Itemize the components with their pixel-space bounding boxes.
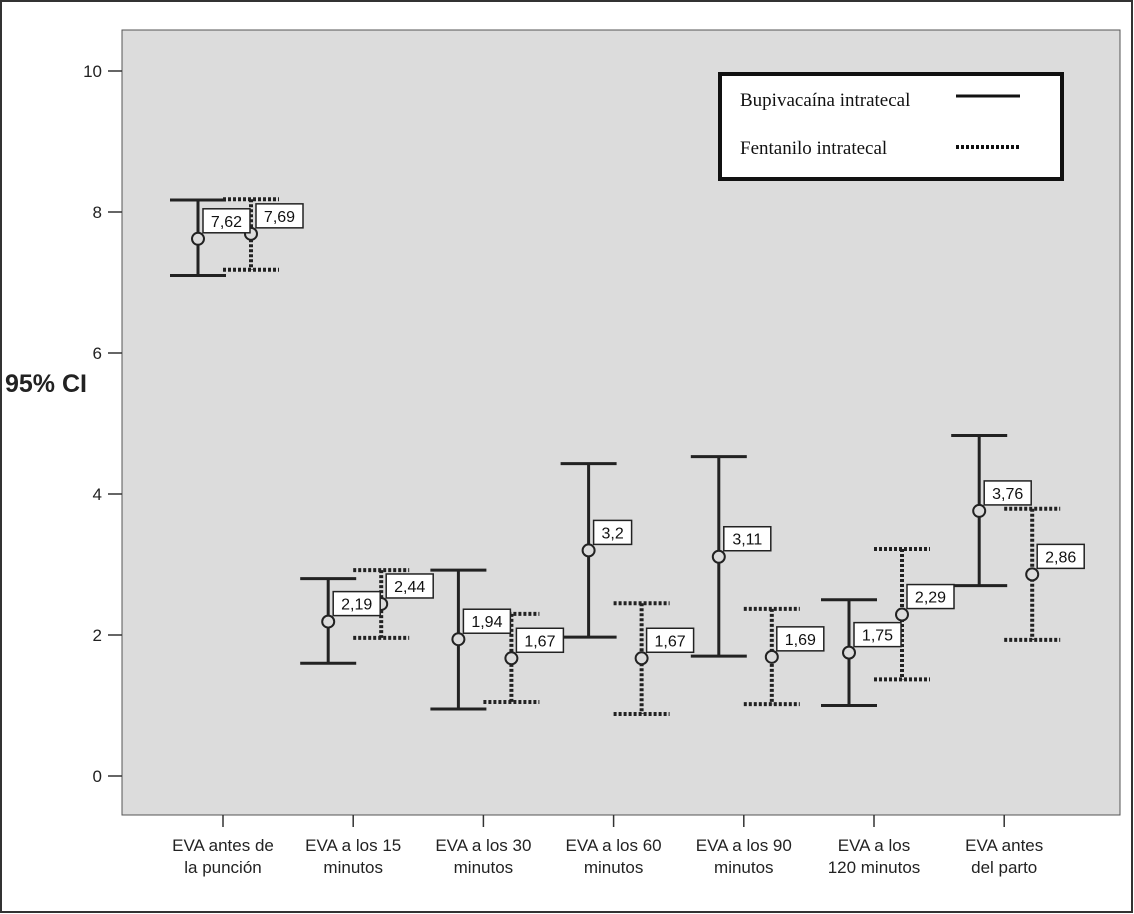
legend-box bbox=[718, 72, 1064, 181]
mean-label: 2,19 bbox=[341, 597, 372, 614]
mean-label-box bbox=[906, 583, 955, 610]
mean-label-box bbox=[776, 626, 825, 652]
mean-labels: 7,62 2,19 1,94 3,2 3,11 1,75 3,76 7,69 2,44 1,67 1… bbox=[202, 203, 1085, 654]
y-axis: 0 2 4 6 8 10 bbox=[83, 62, 122, 786]
mean-marker bbox=[321, 614, 336, 629]
mean-marker bbox=[972, 503, 987, 518]
mean-marker bbox=[764, 649, 779, 664]
x-tick-label: EVA a los 15 minutos bbox=[305, 836, 401, 877]
mean-label-box bbox=[462, 608, 512, 634]
mean-label: 2,29 bbox=[915, 590, 946, 607]
x-tick-label: EVA a los 30 minutos bbox=[435, 836, 531, 877]
mean-marker bbox=[711, 549, 726, 564]
mean-marker bbox=[504, 651, 519, 666]
mean-label-box bbox=[983, 480, 1032, 506]
mean-marker bbox=[895, 607, 909, 622]
legend: Bupivacaína intratecal Fentanilo intrate… bbox=[718, 72, 1064, 181]
mean-label-box bbox=[853, 621, 902, 648]
y-tick-label: 2 bbox=[93, 626, 102, 645]
mean-marker bbox=[581, 543, 596, 558]
mean-label: 7,69 bbox=[264, 209, 295, 226]
mean-label: 3,11 bbox=[732, 532, 762, 549]
mean-label: 1,67 bbox=[655, 633, 686, 650]
mean-label-box bbox=[1036, 543, 1085, 570]
x-tick-label: EVA a los 120 minutos bbox=[828, 836, 921, 877]
x-axis: EVA antes de la punción EVA a los 15 minuto… bbox=[172, 815, 1043, 877]
y-tick-label: 10 bbox=[83, 62, 102, 81]
mean-marker bbox=[451, 632, 466, 647]
mean-label-box bbox=[723, 525, 772, 552]
y-tick-label: 8 bbox=[93, 203, 102, 222]
mean-label: 3,2 bbox=[601, 525, 623, 542]
mean-label: 3,76 bbox=[992, 486, 1023, 503]
mean-label: 1,69 bbox=[785, 632, 816, 649]
mean-label-box bbox=[255, 203, 304, 229]
mean-label-box bbox=[645, 627, 695, 654]
mean-marker bbox=[191, 231, 205, 246]
mean-marker bbox=[1025, 567, 1040, 582]
mean-label-box bbox=[385, 573, 434, 599]
error-bars bbox=[170, 197, 1061, 716]
y-axis-title: 95% CI bbox=[5, 370, 87, 398]
y-tick-label: 4 bbox=[93, 485, 102, 504]
mean-label: 1,94 bbox=[471, 614, 502, 631]
mean-label: 1,75 bbox=[862, 628, 893, 645]
mean-marker bbox=[842, 645, 856, 660]
mean-label: 7,62 bbox=[211, 214, 242, 231]
mean-label-box bbox=[515, 627, 565, 654]
mean-label: 1,67 bbox=[524, 633, 555, 650]
mean-marker bbox=[634, 651, 649, 666]
x-tick-label: EVA a los 90 minutos bbox=[696, 836, 792, 877]
x-tick-label: EVA antes de la punción bbox=[172, 836, 274, 877]
legend-label-fentanilo: Fentanilo intratecal bbox=[740, 138, 887, 159]
mean-label-box bbox=[332, 590, 381, 617]
y-tick-label: 6 bbox=[93, 344, 102, 363]
mean-label: 2,44 bbox=[394, 579, 425, 596]
mean-label-box bbox=[202, 208, 251, 234]
x-tick-label: EVA a los 60 minutos bbox=[566, 836, 662, 877]
y-tick-label: 0 bbox=[93, 767, 102, 786]
mean-label-box bbox=[592, 519, 633, 546]
mean-label: 2,86 bbox=[1045, 549, 1076, 566]
x-tick-label: EVA antes del parto bbox=[965, 836, 1043, 877]
legend-label-bupivacaina: Bupivacaína intratecal bbox=[740, 90, 910, 111]
